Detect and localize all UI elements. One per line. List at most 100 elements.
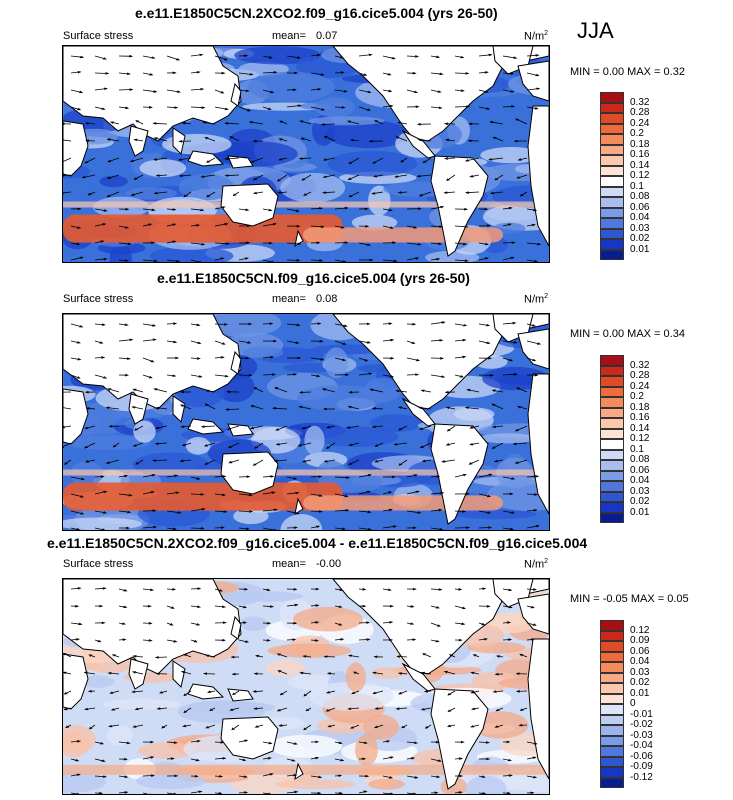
wind-vector bbox=[94, 323, 105, 326]
wind-vector-head bbox=[105, 72, 110, 75]
land-mass bbox=[430, 155, 489, 257]
wind-vector bbox=[396, 390, 408, 393]
wind-vector bbox=[310, 54, 320, 57]
panel-2-colorbar: 0.32 0.28 0.24 0.2 0.18 0.16 0.14 0.12 0.1 0.08 0.… bbox=[600, 355, 680, 531]
colorbar-tick-label: 0.16 bbox=[630, 412, 650, 423]
wind-vector bbox=[63, 191, 72, 194]
wind-vector bbox=[526, 323, 535, 327]
wind-vector bbox=[204, 442, 216, 447]
wind-vector bbox=[190, 476, 200, 480]
land-mass bbox=[187, 150, 225, 167]
wind-vector bbox=[302, 425, 312, 429]
wind-vector bbox=[63, 157, 72, 162]
wind-vector-head bbox=[484, 71, 489, 74]
wind-vector bbox=[286, 373, 297, 376]
colorbar-cell bbox=[600, 651, 624, 662]
wind-vector-head bbox=[129, 54, 134, 58]
wind-vector-head bbox=[180, 671, 186, 674]
wind-vector bbox=[226, 408, 240, 410]
wind-vector bbox=[156, 425, 168, 429]
wind-vector bbox=[478, 510, 491, 514]
wind-vector-head bbox=[374, 707, 379, 710]
wind-vector bbox=[110, 121, 120, 125]
wind-vector bbox=[190, 605, 200, 608]
panel-3-map bbox=[62, 578, 550, 795]
wind-vector bbox=[397, 656, 408, 658]
wind-vector-head bbox=[302, 459, 307, 463]
wind-vector bbox=[454, 356, 466, 359]
land-mass bbox=[172, 660, 186, 688]
wind-vector bbox=[238, 89, 249, 92]
wind-vector bbox=[94, 223, 106, 227]
wind-vector bbox=[444, 191, 456, 194]
land-mass bbox=[517, 328, 549, 370]
wind-vector-head bbox=[369, 258, 374, 262]
wind-vector bbox=[358, 89, 371, 93]
wind-vector bbox=[406, 490, 419, 495]
wind-vector-head bbox=[314, 639, 319, 642]
wind-vector-head bbox=[176, 90, 181, 93]
wind-vector-head bbox=[224, 174, 229, 177]
wind-vector-head bbox=[464, 159, 470, 162]
wind-vector bbox=[166, 475, 178, 478]
wind-vector-head bbox=[155, 426, 160, 429]
contour-patch bbox=[267, 643, 352, 658]
wind-vector bbox=[190, 106, 205, 109]
wind-vector-head bbox=[511, 241, 516, 244]
wind-vector-head bbox=[107, 672, 112, 675]
colorbar-cell bbox=[600, 470, 624, 481]
wind-vector-head bbox=[397, 121, 402, 125]
wind-vector-head bbox=[344, 241, 349, 244]
wind-vector-head bbox=[462, 473, 467, 477]
colorbar-cell bbox=[600, 767, 624, 778]
wind-vector-head bbox=[294, 603, 299, 607]
wind-vector bbox=[286, 340, 299, 344]
wind-vector-head bbox=[182, 724, 187, 728]
wind-vector bbox=[398, 425, 408, 431]
wind-vector-head bbox=[534, 106, 539, 110]
wind-vector bbox=[262, 223, 276, 227]
wind-vector bbox=[323, 174, 336, 178]
wind-vector-head bbox=[148, 375, 153, 379]
contour-patch bbox=[133, 420, 156, 443]
wind-vector-head bbox=[152, 324, 157, 327]
colorbar-cell bbox=[600, 428, 624, 439]
wind-vector bbox=[347, 120, 360, 125]
wind-vector bbox=[133, 388, 144, 393]
wind-vector bbox=[382, 339, 394, 342]
wind-vector bbox=[133, 671, 144, 675]
wind-vector bbox=[502, 639, 511, 641]
wind-vector-head bbox=[274, 387, 279, 390]
wind-vector-head bbox=[99, 741, 105, 745]
contour-patch bbox=[276, 779, 356, 790]
wind-vector-head bbox=[155, 672, 160, 675]
wind-vector-head bbox=[295, 491, 300, 495]
wind-vector bbox=[156, 174, 168, 177]
wind-vector-head bbox=[389, 104, 394, 108]
wind-vector bbox=[478, 527, 491, 529]
wind-vector-head bbox=[472, 654, 477, 657]
wind-vector-head bbox=[367, 474, 372, 477]
wind-vector-head bbox=[363, 741, 368, 744]
wind-vector bbox=[214, 106, 228, 110]
wind-vector bbox=[334, 225, 344, 229]
wind-vector bbox=[490, 121, 504, 125]
wind-vector-head bbox=[322, 175, 327, 178]
wind-vector-head bbox=[273, 71, 278, 74]
colorbar-tick-label: 0.01 bbox=[630, 687, 650, 699]
wind-vector bbox=[70, 225, 81, 229]
wind-vector bbox=[190, 791, 202, 794]
wind-vector-head bbox=[374, 459, 379, 463]
wind-vector-head bbox=[84, 426, 89, 429]
wind-vector-head bbox=[135, 120, 140, 123]
wind-vector-head bbox=[175, 58, 180, 61]
wind-vector-head bbox=[514, 428, 519, 432]
wind-vector-head bbox=[343, 89, 348, 93]
wind-vector-head bbox=[439, 339, 444, 342]
wind-vector bbox=[86, 407, 96, 410]
land-mass bbox=[63, 388, 89, 445]
wind-vector bbox=[153, 459, 168, 461]
wind-vector-head bbox=[63, 174, 65, 177]
wind-vector bbox=[382, 89, 392, 92]
wind-vector-head bbox=[244, 791, 249, 794]
